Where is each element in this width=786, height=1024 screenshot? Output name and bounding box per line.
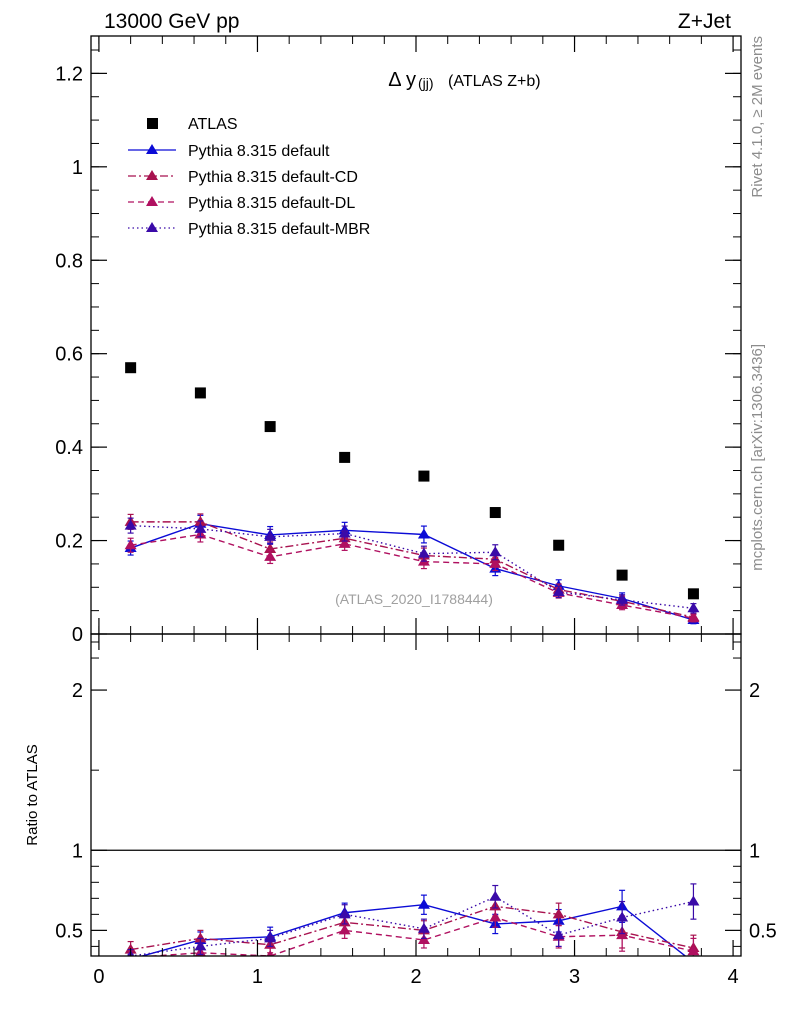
ratio-series-marker-2	[266, 950, 274, 956]
main-y-tick-label: 1.2	[55, 63, 83, 85]
plot-title-main: Δ y	[388, 69, 416, 91]
main-series-marker-3	[616, 593, 629, 604]
x-tick-label: 2	[410, 966, 421, 988]
legend: ATLAS Pythia 8.315 default Pythia 8.315 …	[128, 116, 370, 238]
ratio-series-marker-0	[687, 956, 699, 966]
ratio-series-marker-2	[616, 929, 629, 940]
header-left: 13000 GeV pp	[104, 10, 239, 33]
ratio-y-axis-label: Ratio to ATLAS	[24, 744, 41, 845]
ratio-series-marker-3	[489, 890, 502, 901]
ratio-plot-frame	[90, 633, 742, 957]
main-series-marker-3	[264, 530, 277, 541]
ratio-y-tick-label-right: 1	[749, 840, 760, 862]
ratio-series-marker-2	[687, 945, 700, 956]
analysis-watermark: (ATLAS_2020_I1788444)	[335, 591, 493, 607]
ratio-series-line-3	[130, 895, 694, 956]
main-y-tick-label: 0.8	[55, 250, 83, 272]
ratio-y-tick-label: 2	[72, 680, 83, 702]
legend-marker-atlas	[147, 118, 158, 129]
main-series-marker-2	[687, 612, 700, 623]
atlas-data-point	[339, 451, 351, 463]
main-series-marker-0	[417, 528, 430, 539]
ratio-series-marker-1	[194, 932, 207, 943]
x-tick-label: 3	[569, 966, 580, 988]
main-y-tick-label: 0.2	[55, 531, 83, 553]
legend-label-dl: Pythia 8.315 default-DL	[188, 195, 355, 212]
ratio-series-marker-1	[552, 908, 565, 919]
main-series-line-1	[130, 521, 694, 618]
ratio-plot-marks	[124, 883, 700, 966]
ratio-series-marker-3	[338, 908, 351, 919]
x-tick-label: 4	[728, 966, 739, 988]
main-series-marker-3	[194, 522, 207, 533]
atlas-data-point	[553, 539, 565, 551]
side-label-bottom: mcplots.cern.ch [arXiv:1306.3436]	[749, 344, 766, 571]
ratio-y-tick-label-right: 0.5	[749, 920, 777, 942]
side-label-top: Rivet 4.1.0, ≥ 2M events	[749, 36, 766, 198]
ratio-y-tick-label: 0.5	[55, 920, 83, 942]
main-y-tick-label: 0.4	[55, 437, 83, 459]
ratio-series-line-1	[130, 905, 694, 951]
ratio-series-marker-3	[687, 895, 700, 906]
ratio-series-marker-3	[194, 940, 207, 951]
main-series-marker-3	[687, 602, 700, 613]
main-series-marker-3	[124, 519, 137, 530]
main-series-marker-3	[552, 585, 565, 596]
legend-marker-dl	[146, 196, 158, 206]
atlas-data-point	[418, 470, 430, 482]
ratio-series-marker-0	[417, 898, 430, 909]
ratio-series-marker-3	[264, 932, 277, 943]
x-tick-label: 1	[252, 966, 263, 988]
ratio-series-marker-3	[417, 922, 430, 933]
main-series-marker-2	[338, 537, 351, 548]
legend-marker-cd	[146, 170, 158, 180]
main-series-marker-2	[489, 557, 502, 568]
main-series-marker-2	[264, 550, 277, 561]
legend-marker-mbr	[146, 222, 158, 232]
main-plot-marks	[124, 362, 700, 625]
legend-label-cd: Pythia 8.315 default-CD	[188, 169, 358, 186]
main-y-tick-label: 1	[72, 157, 83, 179]
legend-marker-default	[146, 144, 158, 154]
atlas-data-point	[125, 362, 137, 374]
main-series-marker-3	[338, 527, 351, 538]
atlas-data-point	[616, 569, 628, 581]
legend-label-atlas: ATLAS	[188, 116, 238, 133]
atlas-data-point	[194, 387, 206, 399]
ratio-series-marker-3	[552, 929, 565, 940]
plot-title-sub: (jj)	[418, 75, 434, 91]
main-y-tick-label: 0	[72, 624, 83, 646]
x-tick-label: 0	[93, 966, 104, 988]
ratio-series-marker-3	[616, 911, 629, 922]
ratio-series-marker-2	[338, 924, 351, 935]
header-right: Z+Jet	[678, 10, 731, 33]
main-series-marker-3	[489, 546, 502, 557]
legend-label-mbr: Pythia 8.315 default-MBR	[188, 221, 370, 238]
main-y-tick-label: 0.6	[55, 344, 83, 366]
atlas-data-point	[687, 588, 699, 600]
main-series-marker-3	[417, 547, 430, 558]
ratio-series-marker-2	[489, 911, 502, 922]
atlas-data-point	[264, 421, 276, 433]
legend-label-default: Pythia 8.315 default	[188, 143, 330, 160]
axes: 0 0.2 0.4 0.6 0.8 1 1.2 0 1 2 3 4 0.5 0.5 1 1 2 2	[55, 36, 777, 988]
plot-title-extra: (ATLAS Z+b)	[448, 73, 541, 90]
ratio-series-marker-2	[417, 933, 430, 944]
ratio-y-tick-label-right: 2	[749, 680, 760, 702]
atlas-data-point	[489, 507, 501, 519]
main-series-marker-2	[124, 539, 137, 550]
ratio-series-line-2	[143, 916, 694, 956]
ratio-y-tick-label: 1	[72, 840, 83, 862]
